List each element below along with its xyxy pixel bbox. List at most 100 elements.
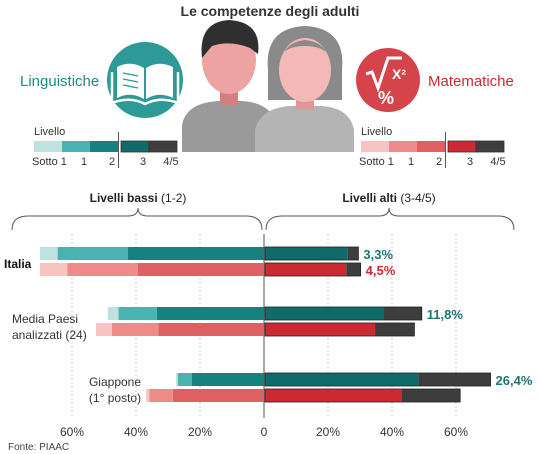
x-tick-label-1: 40% <box>124 425 148 439</box>
mat-bar-1-l1 <box>112 323 159 336</box>
x-tick-label-2: 20% <box>188 425 212 439</box>
x-tick-label-0: 60% <box>60 425 84 439</box>
ling-bar-1-l1 <box>118 307 157 320</box>
mat-bar-0-value-label: 4,5% <box>366 263 396 278</box>
ling-bar-1-value-label: 11,8% <box>427 307 464 322</box>
ling-bar-0-value-label: 3,3% <box>363 247 393 262</box>
mat-legend: Sotto 1 1 2 3 4/5 <box>359 132 506 168</box>
svg-text:%: % <box>378 88 394 108</box>
mat-legend-swatch-2 <box>417 141 445 152</box>
ling-label: Linguistiche <box>20 73 99 90</box>
x-tick-label-6: 60% <box>444 425 468 439</box>
mat-bar-0-l2 <box>137 263 264 276</box>
ling-bar-0-l1 <box>57 247 128 260</box>
ling-legend-label-4: 4/5 <box>163 156 178 168</box>
ling-legend-outline-4 <box>148 140 178 153</box>
mat-legend-swatch-4 <box>476 141 504 152</box>
mat-bar-0-outline <box>264 262 362 277</box>
mat-bar-1-l2 <box>158 323 264 336</box>
ling-legend-label-3: 3 <box>140 156 146 168</box>
ling-bar-2-l2 <box>192 373 264 386</box>
ling-bar-1-l45 <box>384 307 422 320</box>
x-tick-label-4: 20% <box>316 425 340 439</box>
ling-bar-1-l3 <box>265 307 384 320</box>
category-label-2-1: (1° posto) <box>89 391 141 405</box>
mat-legend-outline-4 <box>475 140 505 153</box>
brace-high <box>265 207 515 231</box>
mat-legend-label-2: 2 <box>436 156 442 168</box>
ling-legend-title: Livello <box>34 126 65 138</box>
group-high-label: Livelli alti (3-4/5) <box>342 191 435 205</box>
ling-bar-0-sotto1 <box>40 247 58 260</box>
ling-bar-2-l3 <box>265 373 419 386</box>
x-axis-ticks: 60% 40% 20% 0 20% 40% 60% <box>60 425 468 439</box>
mat-legend-label-1: 1 <box>408 156 414 168</box>
mat-legend-swatch-1 <box>389 141 417 152</box>
mat-bar-2-outline <box>264 388 461 403</box>
mat-bar-2-l1 <box>149 389 173 402</box>
mat-legend-swatch-0 <box>361 141 389 152</box>
labels-layer: 3,3%4,5% Italia 11,8% Media Paesi analizzati… <box>4 247 533 405</box>
ling-bar-2-value-label: 26,4% <box>496 373 533 388</box>
chart-title: Le competenze degli adulti <box>181 3 360 19</box>
ling-bar-2-l1 <box>177 373 192 386</box>
mat-bar-0-l45 <box>346 263 361 276</box>
ling-legend-swatch-0 <box>34 141 62 152</box>
group-low-label: Livelli bassi (1-2) <box>90 191 187 205</box>
group-high-rest: (3-4/5) <box>397 191 436 205</box>
bars-layer <box>40 246 491 403</box>
category-label-1-0: Media Paesi <box>12 312 78 326</box>
ling-legend-swatch-2 <box>90 141 118 152</box>
mat-bar-0-l1 <box>67 263 138 276</box>
ling-bar-2-sotto1 <box>176 373 178 386</box>
ling-legend-label-2: 2 <box>109 156 115 168</box>
ling-bar-0-l45 <box>347 247 359 260</box>
mat-bar-2-l2 <box>172 389 264 402</box>
ling-legend-swatch-3 <box>121 141 149 152</box>
category-label-1-1: analizzati (24) <box>12 328 87 342</box>
mat-bar-1-sotto1 <box>96 323 112 336</box>
mat-bar-1-l3 <box>265 323 376 336</box>
ling-bar-1-sotto1 <box>107 307 119 320</box>
ling-legend-label-1: 1 <box>81 156 87 168</box>
ling-bar-0-l2 <box>128 247 264 260</box>
ling-bar-2-outline <box>264 372 491 387</box>
mat-legend-swatch-3 <box>448 141 476 152</box>
mat-legend-title: Livello <box>361 126 392 138</box>
group-high-bold: Livelli alti <box>342 191 397 205</box>
brace-low <box>11 207 263 231</box>
category-label-2-0: Giappone <box>89 375 141 389</box>
mat-bar-2-sotto1 <box>146 389 150 402</box>
x-tick-label-5: 40% <box>380 425 404 439</box>
math-symbols-icon: X² % <box>356 48 420 112</box>
ling-bar-0-outline <box>264 246 359 261</box>
category-label-0-0: Italia <box>4 257 32 271</box>
ling-legend-swatch-1 <box>62 141 90 152</box>
open-book-icon <box>107 42 183 118</box>
mat-legend-label-0: Sotto 1 <box>359 156 394 168</box>
ling-bar-0-l3 <box>265 247 348 260</box>
ling-bar-2-l45 <box>418 373 491 386</box>
ling-legend-swatch-4 <box>149 141 177 152</box>
mat-bar-2-l3 <box>265 389 402 402</box>
ling-bar-1-outline <box>264 306 423 321</box>
mat-bar-1-l45 <box>375 323 415 336</box>
ling-legend: Sotto 1 1 2 3 4/5 <box>32 132 179 168</box>
mat-bar-1-outline <box>264 322 415 337</box>
mat-bar-0-sotto1 <box>40 263 68 276</box>
mat-bar-0-l3 <box>265 263 347 276</box>
mat-legend-label-4: 4/5 <box>490 156 505 168</box>
man-woman-portrait-icon <box>182 20 354 152</box>
ling-bar-1-l2 <box>156 307 264 320</box>
mat-legend-label-3: 3 <box>467 156 473 168</box>
group-low-rest: (1-2) <box>158 191 187 205</box>
mat-bar-2-l45 <box>401 389 461 402</box>
source-note: Fonte: PIAAC <box>8 442 69 453</box>
ling-legend-label-0: Sotto 1 <box>32 156 67 168</box>
svg-text:X²: X² <box>392 66 406 82</box>
mat-label: Matematiche <box>428 73 514 90</box>
x-tick-label-3: 0 <box>261 425 268 439</box>
group-low-bold: Livelli bassi <box>90 191 158 205</box>
